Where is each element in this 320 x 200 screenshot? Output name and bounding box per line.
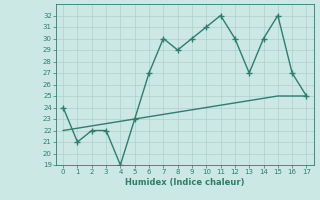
X-axis label: Humidex (Indice chaleur): Humidex (Indice chaleur) [125,178,244,187]
